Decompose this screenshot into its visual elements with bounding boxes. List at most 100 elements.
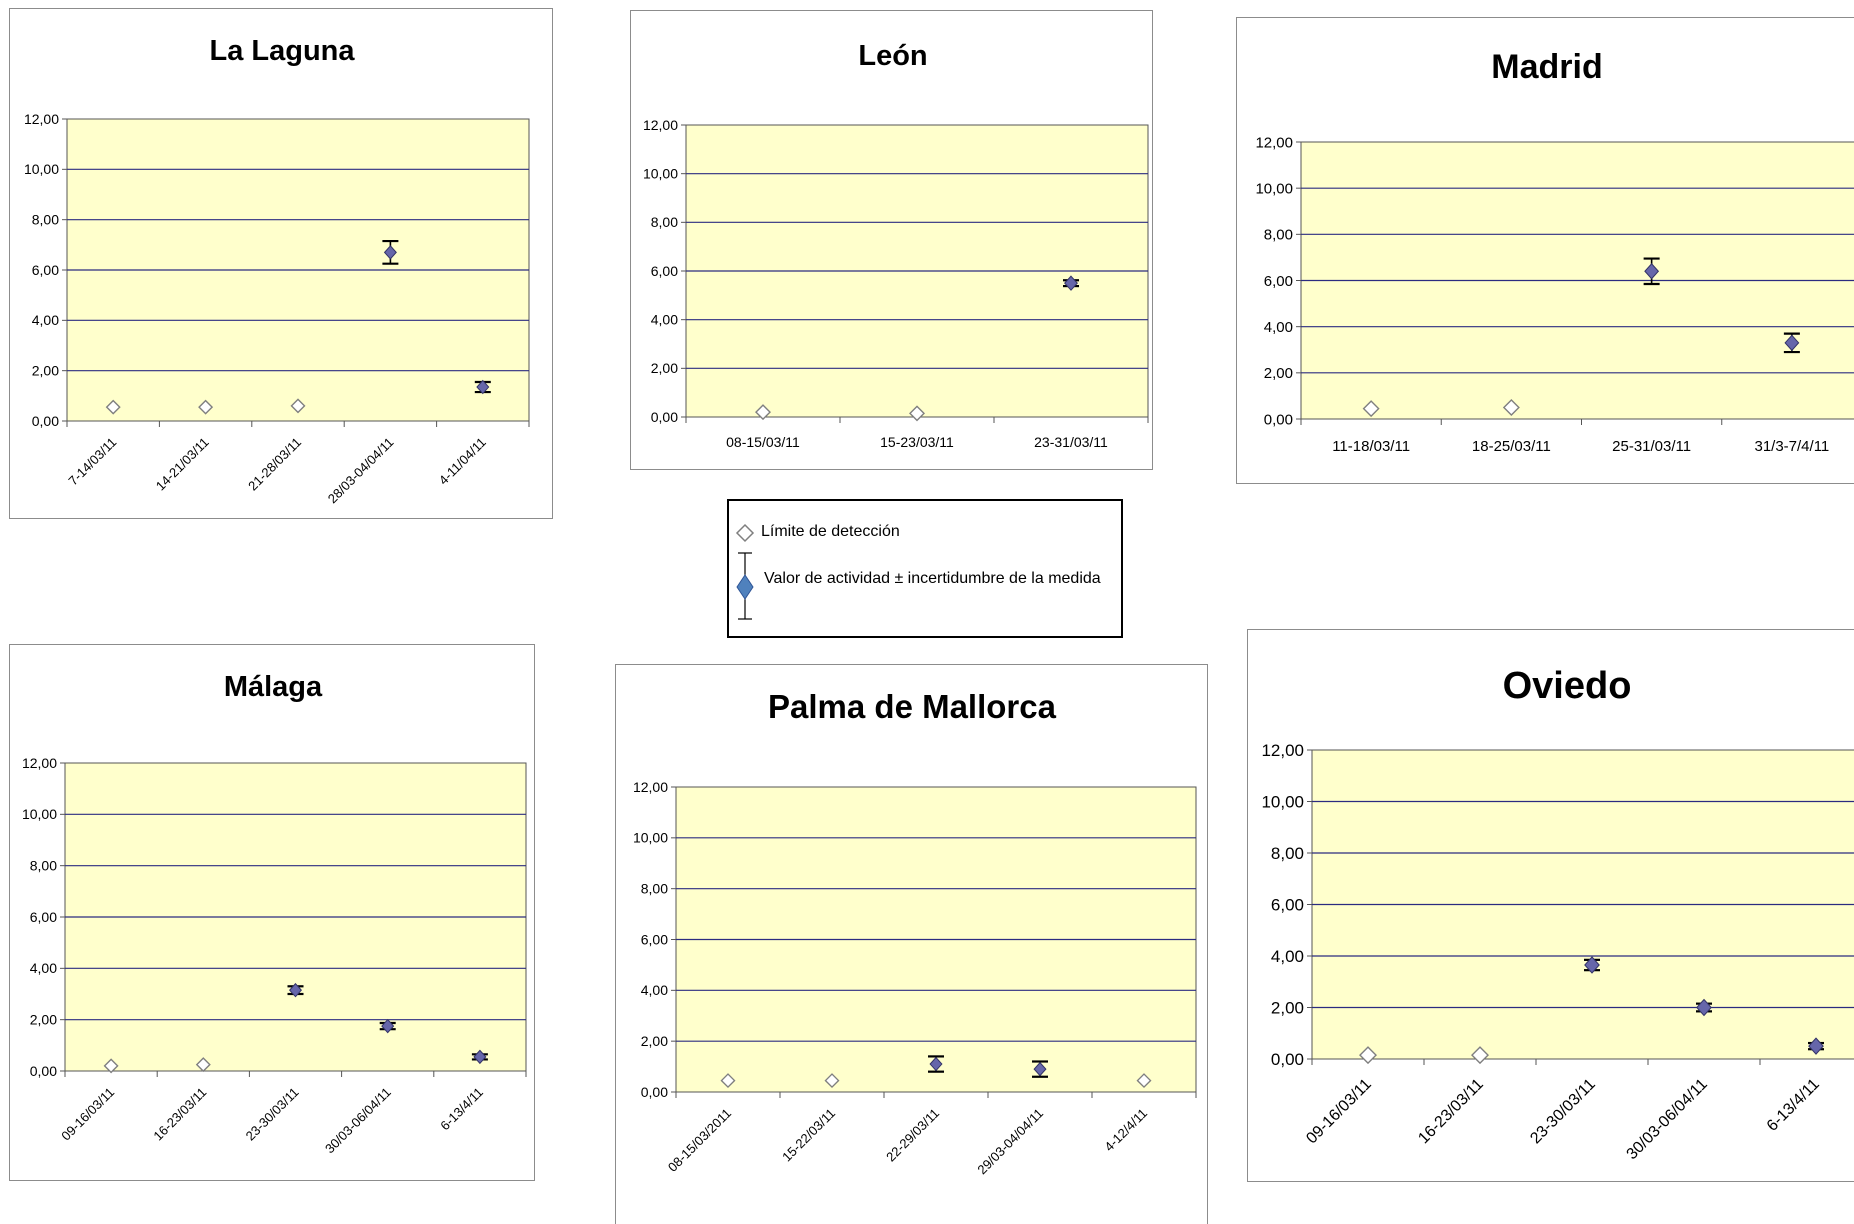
y-tick-label: 6,00 bbox=[651, 263, 678, 279]
chart-title: Madrid bbox=[1491, 48, 1602, 86]
x-tick-label: 18-25/03/11 bbox=[1472, 438, 1551, 455]
activity-marker bbox=[383, 245, 397, 260]
y-tick-label: 10,00 bbox=[22, 806, 57, 822]
y-tick-label: 4,00 bbox=[1271, 947, 1304, 966]
x-tick-label: 29/03-04/04/11 bbox=[974, 1106, 1046, 1178]
y-tick-label: 10,00 bbox=[1255, 180, 1293, 197]
x-tick-label: 15-23/03/11 bbox=[880, 434, 954, 450]
y-tick-label: 12,00 bbox=[643, 117, 678, 133]
y-tick-label: 6,00 bbox=[30, 909, 57, 925]
activity-marker bbox=[1584, 956, 1600, 974]
y-tick-label: 6,00 bbox=[32, 262, 59, 278]
chart-svg: Palma de Mallorca 0,00 2,00 4,00 6,00 8,00 10,… bbox=[633, 688, 1197, 1178]
detection-limit-point bbox=[1471, 1046, 1489, 1065]
y-tick-label: 0,00 bbox=[32, 413, 59, 429]
detection-limit-point bbox=[1136, 1073, 1152, 1089]
y-tick-label: 4,00 bbox=[651, 312, 678, 328]
x-tick-label: 09-16/03/11 bbox=[58, 1085, 117, 1144]
chart-title: La Laguna bbox=[209, 35, 355, 67]
chart-oviedo: Oviedo 0,00 2,00 4,00 6,00 8,00 10,00 12,00 09-1… bbox=[1247, 629, 1854, 1182]
x-tick-label: 30/03-06/04/11 bbox=[1624, 1076, 1711, 1163]
y-tick-label: 4,00 bbox=[1264, 319, 1293, 336]
chart-malaga: Málaga 0,00 2,00 4,00 6,00 8,00 10,00 12,00 09-1… bbox=[9, 644, 535, 1181]
y-tick-label: 0,00 bbox=[651, 409, 678, 425]
x-tick-label: 14-21/03/11 bbox=[153, 435, 212, 494]
detection-limit-point bbox=[909, 405, 925, 422]
x-tick-label: 16-23/03/11 bbox=[1415, 1076, 1487, 1148]
activity-point bbox=[1808, 1037, 1824, 1055]
activity-marker bbox=[1784, 334, 1800, 352]
y-tick-label: 12,00 bbox=[24, 111, 59, 127]
x-tick-label: 7-14/03/11 bbox=[65, 435, 119, 489]
activity-point bbox=[1643, 257, 1660, 286]
activity-marker bbox=[1064, 275, 1078, 291]
activity-marker bbox=[473, 1049, 487, 1065]
y-tick-label: 12,00 bbox=[633, 779, 668, 795]
legend-activity-label: Valor de actividad ± incertidumbre de la… bbox=[764, 570, 1101, 587]
y-tick-label: 12,00 bbox=[1255, 134, 1293, 151]
detection-limit-point bbox=[1502, 398, 1520, 416]
activity-point bbox=[1063, 275, 1079, 291]
y-tick-label: 2,00 bbox=[30, 1012, 57, 1028]
activity-marker bbox=[381, 1018, 395, 1034]
chart-la-laguna: La Laguna 0,00 2,00 4,00 6,00 8,00 10,00 12,00 7… bbox=[9, 8, 553, 519]
chart-leon: León 0,00 2,00 4,00 6,00 8,00 10,00 12,00 08-15/… bbox=[630, 10, 1153, 470]
x-tick-label: 30/03-06/04/11 bbox=[322, 1085, 394, 1157]
detection-limit-point bbox=[720, 1073, 736, 1089]
chart-madrid: Madrid 0,00 2,00 4,00 6,00 8,00 10,00 12,00 11-1… bbox=[1236, 17, 1854, 484]
y-tick-label: 10,00 bbox=[24, 161, 59, 177]
y-tick-label: 8,00 bbox=[651, 214, 678, 230]
chart-svg: Málaga 0,00 2,00 4,00 6,00 8,00 10,00 12,00 09-1… bbox=[22, 671, 527, 1157]
x-tick-label: 15-22/03/11 bbox=[779, 1106, 838, 1165]
activity-marker bbox=[476, 379, 490, 395]
chart-palma-de-mallorca: Palma de Mallorca 0,00 2,00 4,00 6,00 8,00 10,… bbox=[615, 664, 1208, 1224]
chart-title: León bbox=[858, 40, 927, 72]
chart-title: Oviedo bbox=[1503, 665, 1632, 707]
y-tick-label: 6,00 bbox=[641, 931, 668, 947]
legend: Límite de detección Valor de actividad ±… bbox=[727, 499, 1123, 638]
activity-point bbox=[471, 1049, 488, 1065]
x-tick-label: 4-11/04/11 bbox=[436, 435, 489, 488]
activity-point bbox=[1783, 332, 1800, 354]
y-tick-label: 10,00 bbox=[1261, 792, 1304, 811]
y-tick-label: 4,00 bbox=[641, 982, 668, 998]
x-tick-label: 6-13/4/11 bbox=[437, 1085, 486, 1134]
detection-limit-point bbox=[198, 399, 214, 415]
detection-limit-point bbox=[103, 1058, 119, 1074]
y-tick-label: 2,00 bbox=[1271, 998, 1304, 1017]
y-tick-label: 8,00 bbox=[32, 212, 59, 228]
y-tick-label: 12,00 bbox=[22, 755, 57, 771]
y-tick-label: 0,00 bbox=[30, 1063, 57, 1079]
detection-limit-point bbox=[105, 399, 121, 415]
detection-limit-point bbox=[1362, 400, 1380, 418]
y-tick-label: 2,00 bbox=[1264, 365, 1293, 382]
legend-activity-marker bbox=[736, 574, 754, 600]
x-tick-label: 25-31/03/11 bbox=[1612, 438, 1691, 455]
chart-svg: Madrid 0,00 2,00 4,00 6,00 8,00 10,00 12,00 11-1… bbox=[1255, 48, 1854, 455]
y-tick-label: 8,00 bbox=[641, 881, 668, 897]
activity-point bbox=[1032, 1060, 1048, 1078]
chart-svg: Oviedo 0,00 2,00 4,00 6,00 8,00 10,00 12,00 09-1… bbox=[1261, 665, 1854, 1163]
y-tick-label: 0,00 bbox=[1264, 411, 1293, 428]
y-tick-label: 0,00 bbox=[1271, 1050, 1304, 1069]
activity-point bbox=[1584, 956, 1600, 974]
chart-title: Málaga bbox=[224, 671, 323, 703]
x-tick-label: 28/03-04/04/11 bbox=[325, 435, 397, 507]
detection-limit-point bbox=[755, 404, 771, 421]
y-tick-label: 4,00 bbox=[32, 312, 59, 328]
activity-marker bbox=[1696, 998, 1712, 1017]
x-tick-label: 09-16/03/11 bbox=[1303, 1076, 1375, 1148]
y-tick-label: 8,00 bbox=[30, 858, 57, 874]
activity-point bbox=[379, 1018, 396, 1034]
activity-marker bbox=[929, 1056, 943, 1072]
x-tick-label: 08-15/03/11 bbox=[726, 434, 800, 450]
x-tick-label: 16-23/03/11 bbox=[150, 1085, 209, 1144]
x-tick-label: 23-31/03/11 bbox=[1034, 434, 1108, 450]
y-tick-label: 6,00 bbox=[1271, 895, 1304, 914]
y-tick-label: 10,00 bbox=[643, 166, 678, 182]
y-tick-label: 12,00 bbox=[1261, 741, 1304, 760]
y-tick-label: 2,00 bbox=[651, 360, 678, 376]
y-tick-label: 8,00 bbox=[1271, 844, 1304, 863]
y-tick-label: 10,00 bbox=[633, 830, 668, 846]
chart-svg: La Laguna 0,00 2,00 4,00 6,00 8,00 10,00 12,00 7… bbox=[24, 35, 530, 507]
